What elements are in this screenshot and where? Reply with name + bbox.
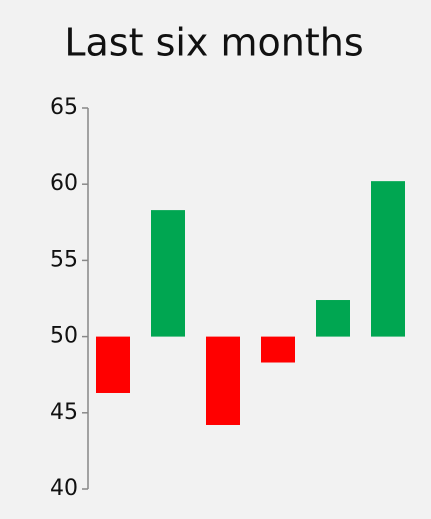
bar (371, 181, 405, 337)
y-tick-label: 60 (50, 171, 78, 196)
bar (206, 336, 240, 425)
bar (261, 336, 295, 363)
y-tick-label: 40 (50, 476, 78, 501)
y-tick-label: 45 (50, 400, 78, 425)
y-tick-label: 65 (50, 95, 78, 120)
y-tick-label: 50 (50, 324, 78, 349)
bar (151, 210, 185, 337)
y-tick-label: 55 (50, 247, 78, 272)
bar (316, 300, 350, 337)
chart-title: Last six months (64, 21, 363, 65)
bar (96, 336, 130, 393)
